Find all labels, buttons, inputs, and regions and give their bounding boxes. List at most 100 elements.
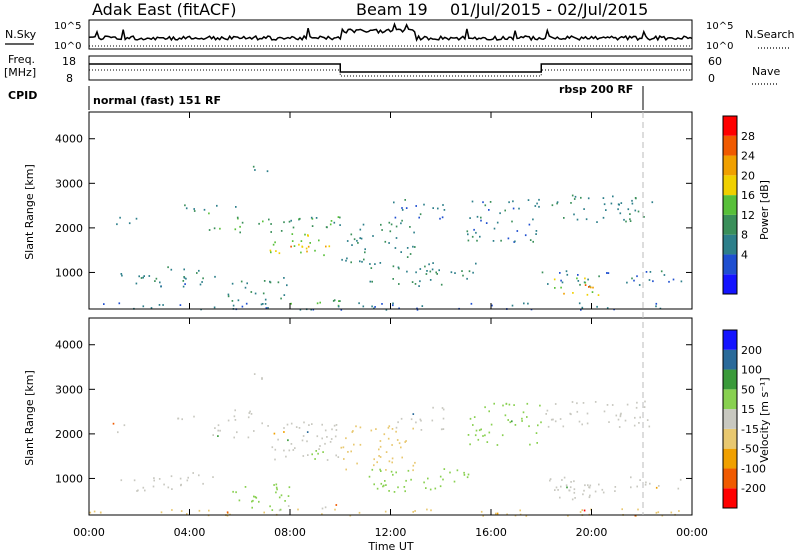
range-cell — [363, 258, 365, 261]
range-cell — [384, 480, 386, 482]
range-cell — [552, 418, 554, 421]
range-cell — [376, 461, 378, 464]
range-cell — [343, 458, 345, 460]
colorbar-swatch — [723, 389, 737, 410]
range-cell — [142, 305, 145, 308]
range-cell — [591, 291, 594, 293]
range-cell — [431, 268, 434, 271]
range-cell — [179, 477, 182, 480]
range-cell — [549, 479, 551, 482]
range-cell — [639, 416, 641, 419]
range-cell — [368, 475, 371, 478]
range-cell — [314, 249, 316, 252]
range-cell — [167, 266, 169, 269]
range-cell — [392, 265, 395, 268]
range-cell — [480, 428, 482, 431]
nsearch-tick-bottom: 10^0 — [706, 41, 733, 52]
range-cell — [345, 437, 347, 440]
range-cell — [532, 218, 534, 221]
range-cell — [278, 496, 281, 499]
range-cell — [358, 302, 360, 305]
range-cell — [392, 278, 394, 280]
range-cell — [630, 476, 632, 479]
range-cell — [315, 217, 318, 219]
range-cell — [425, 273, 428, 275]
range-cell — [324, 429, 327, 432]
range-cell — [644, 483, 647, 486]
range-cell — [404, 199, 406, 201]
range-cell — [424, 265, 426, 268]
range-cell — [150, 307, 153, 309]
range-cell — [456, 469, 459, 472]
range-cell — [618, 426, 621, 428]
range-cell — [269, 249, 272, 252]
range-cell — [241, 221, 244, 224]
range-cell — [239, 231, 241, 234]
nsky-label: N.Sky — [5, 28, 37, 41]
range-cell — [557, 489, 559, 491]
range-cell — [406, 270, 408, 273]
range-cell — [414, 246, 416, 248]
range-cell — [267, 307, 269, 309]
range-cell — [568, 489, 570, 492]
range-cell — [283, 431, 285, 433]
range-cell — [565, 270, 568, 273]
range-cell — [439, 217, 441, 220]
range-cell — [512, 207, 515, 210]
range-cell — [597, 294, 600, 296]
range-cell — [525, 515, 528, 517]
range-cell — [362, 223, 365, 226]
range-cell — [298, 427, 301, 429]
range-cell — [504, 209, 506, 212]
range-cell — [556, 201, 559, 204]
nsearch-tick-top: 10^5 — [706, 21, 733, 32]
range-cell — [649, 271, 652, 273]
colorbar-swatch — [723, 234, 737, 255]
range-cell — [170, 475, 173, 478]
range-cell — [203, 208, 206, 211]
colorbar-swatch — [723, 369, 737, 390]
range-cell — [484, 204, 487, 207]
range-cell — [392, 304, 394, 307]
range-cell — [429, 279, 432, 281]
range-cell — [312, 308, 315, 311]
range-cell — [435, 271, 437, 274]
range-cell — [254, 292, 257, 295]
range-cell — [405, 207, 408, 209]
range-cell — [193, 210, 196, 212]
range-cell — [184, 204, 186, 207]
nave-label: Nave — [752, 65, 780, 78]
range-cell — [371, 280, 373, 283]
range-cell — [480, 216, 482, 219]
range-cell — [240, 280, 243, 283]
range-cell — [271, 509, 274, 511]
range-cell — [335, 424, 338, 426]
range-cell — [339, 216, 341, 219]
range-cell — [177, 417, 179, 420]
range-cell — [302, 435, 305, 437]
range-cell — [356, 239, 358, 242]
range-cell — [212, 434, 214, 436]
range-cell — [333, 221, 336, 224]
range-cell — [480, 219, 482, 222]
range-cell — [442, 478, 444, 481]
range-cell — [620, 202, 623, 204]
range-cell — [500, 239, 502, 242]
range-cell — [217, 424, 220, 427]
range-cell — [545, 413, 547, 415]
range-cell — [231, 300, 234, 302]
range-cell — [135, 282, 138, 285]
range-cell — [570, 481, 572, 483]
range-cell — [235, 491, 237, 494]
colorbar-swatch — [723, 116, 737, 136]
range-cell — [185, 277, 187, 280]
range-cell — [378, 455, 380, 457]
range-cell — [567, 514, 569, 517]
range-cell — [541, 271, 544, 274]
range-cell — [287, 495, 290, 497]
range-cell — [117, 431, 119, 434]
colorbar-tick-label: -200 — [741, 482, 766, 495]
range-cell — [208, 212, 210, 215]
range-cell — [187, 476, 189, 479]
range-cell — [596, 305, 598, 308]
